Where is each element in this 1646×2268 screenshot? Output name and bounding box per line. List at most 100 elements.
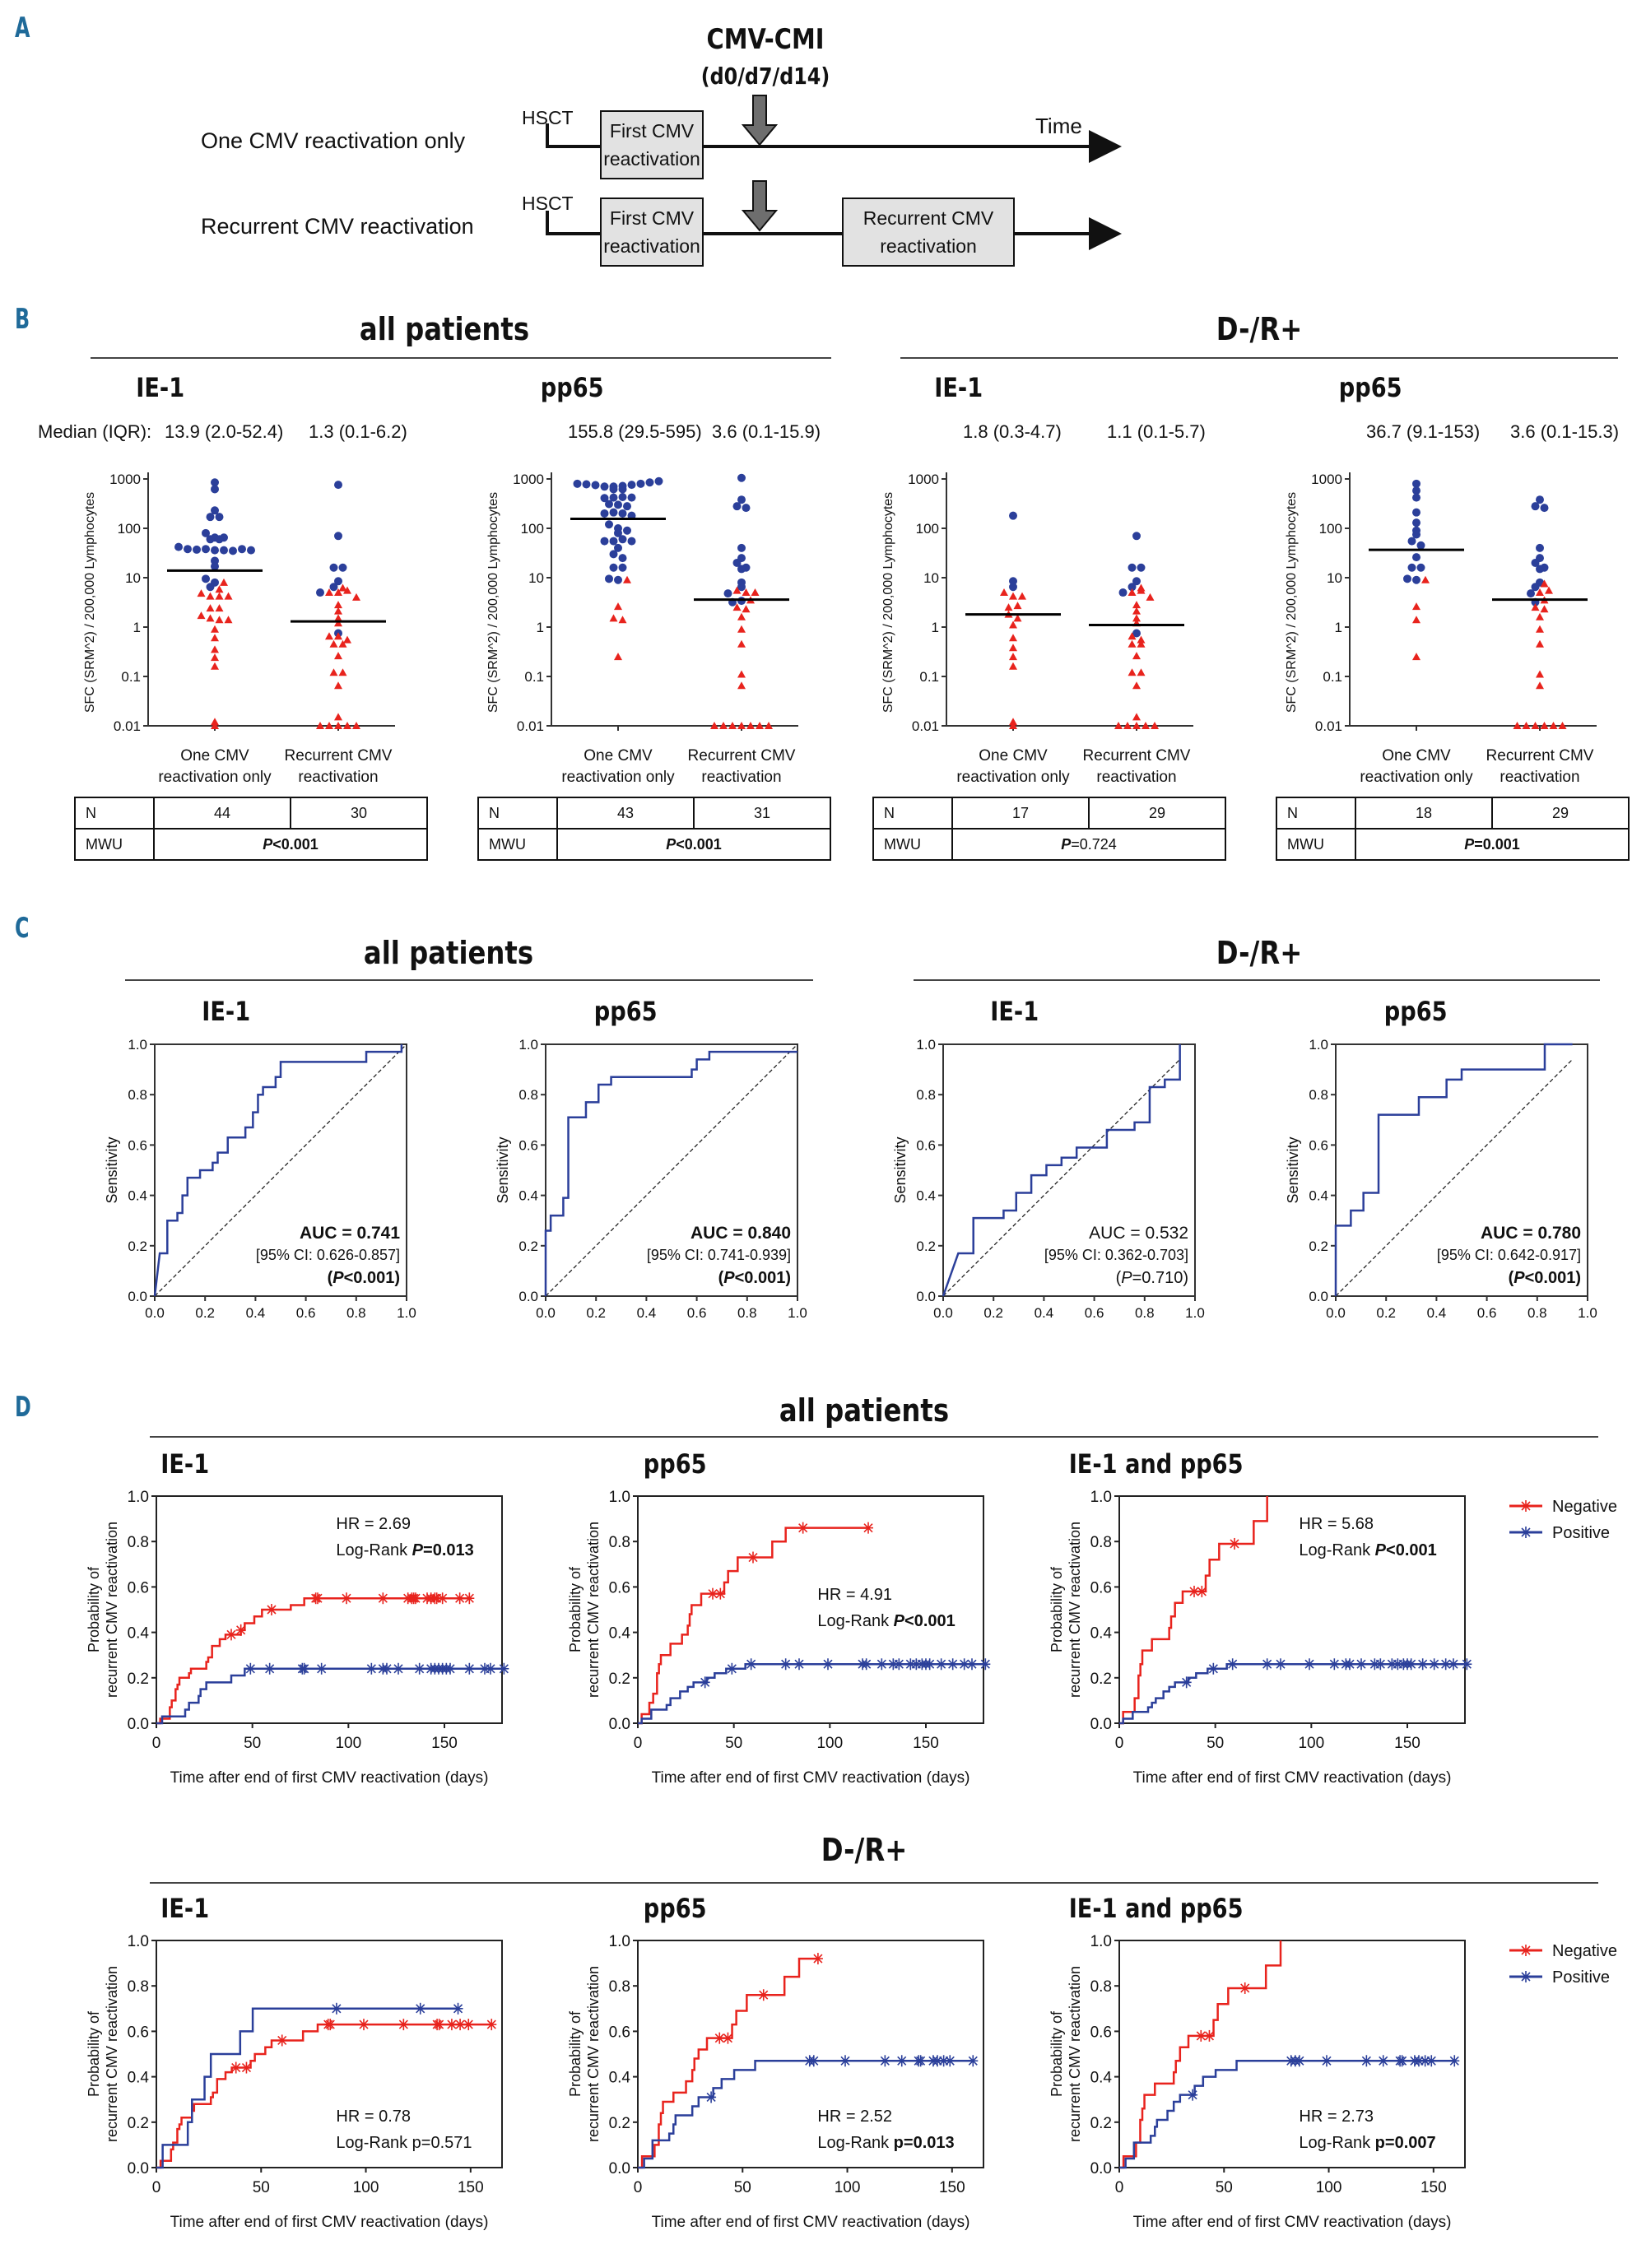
group-heading-c-dr: D-/R+ — [1216, 935, 1303, 971]
censor-mark — [1230, 1537, 1239, 1550]
data-point-negative — [334, 722, 342, 729]
group-heading-b-all: all patients — [359, 311, 530, 347]
y-tick-label: 0.6 — [609, 1579, 630, 1596]
x-tick-label: 100 — [816, 1735, 843, 1752]
censor-mark — [1375, 1658, 1386, 1671]
data-point-negative — [1009, 592, 1017, 600]
category-label: reactivation only — [956, 769, 1070, 786]
y-tick-label: 0.0 — [609, 2160, 630, 2177]
censor-mark — [437, 1592, 448, 1605]
data-point-positive — [623, 502, 631, 511]
censor-mark — [727, 1662, 737, 1675]
x-tick-label: 0.0 — [933, 1305, 953, 1321]
data-point-negative — [737, 670, 746, 678]
y-tick-label: 100 — [521, 521, 544, 537]
censor-mark — [748, 1551, 758, 1564]
x-tick-label: 150 — [913, 1735, 939, 1752]
censor-mark — [723, 2032, 733, 2044]
data-point-positive — [1412, 518, 1420, 527]
data-point-positive — [329, 583, 338, 592]
data-point-positive — [582, 480, 591, 489]
data-point-negative — [325, 588, 333, 597]
censor-mark — [366, 1662, 377, 1675]
data-point-negative — [1536, 612, 1544, 620]
y-tick-label: 1.0 — [1090, 1489, 1112, 1506]
data-point-positive — [609, 493, 618, 502]
x-tick-label: 1.0 — [788, 1305, 807, 1321]
y-tick-label: 0.01 — [1315, 718, 1342, 734]
data-point-positive — [211, 546, 219, 555]
y-axis-label: Probability of — [567, 1566, 584, 1652]
data-point-negative — [623, 575, 631, 583]
panel-label-c: C — [15, 912, 30, 945]
y-tick-label: 0.0 — [609, 1716, 630, 1733]
data-point-negative — [343, 586, 351, 594]
recurrent-reactivation-box — [842, 198, 1015, 267]
data-point-positive — [184, 545, 192, 554]
y-tick-label: 1 — [1335, 620, 1342, 635]
y-tick-label: 0.01 — [912, 718, 939, 734]
auc-p-value: (P<0.001) — [1509, 1269, 1581, 1287]
censor-mark — [359, 2019, 369, 2031]
auc-value: AUC = 0.840 — [690, 1224, 791, 1243]
data-point-negative — [1004, 603, 1013, 611]
dotplot-B2: 0.01 0.1 1 10 100 1000 SFC (SRM^2) / 200,000 L… — [486, 472, 798, 786]
censor-mark — [945, 2055, 956, 2067]
censor-mark — [241, 2061, 252, 2074]
data-point-negative — [352, 593, 360, 601]
y-tick-label: 1000 — [513, 472, 544, 487]
y-tick-label: 1.0 — [916, 1037, 936, 1053]
data-point-positive — [1128, 583, 1137, 592]
x-tick-label: 50 — [1207, 1735, 1224, 1752]
censor-mark — [1188, 2089, 1198, 2101]
time-label: Time — [1035, 114, 1082, 138]
censor-mark — [706, 2091, 717, 2103]
censor-mark — [445, 1662, 455, 1675]
data-point-positive — [202, 528, 210, 537]
censor-mark — [378, 1592, 388, 1605]
data-point-positive — [1132, 532, 1141, 541]
stats-cell: N — [477, 797, 558, 830]
censor-mark — [823, 1658, 833, 1671]
data-point-positive — [1531, 583, 1540, 592]
data-point-positive — [600, 482, 609, 491]
first-reactivation-box-1-text: First CMV reactivation — [601, 117, 703, 173]
data-point-negative — [1531, 603, 1540, 611]
auc-p-value: (P<0.001) — [718, 1269, 791, 1287]
data-point-positive — [1128, 563, 1137, 572]
data-point-positive — [1412, 479, 1420, 488]
censor-mark — [1426, 2055, 1437, 2067]
data-point-negative — [737, 612, 746, 620]
reference-diagonal — [942, 1058, 1181, 1297]
group-rule-b-all — [91, 357, 831, 359]
panel-a-title: CMV-CMI — [706, 23, 825, 56]
dotplot-title: IE-1 — [934, 372, 983, 403]
data-point-positive — [737, 473, 746, 482]
censor-mark — [1462, 1658, 1472, 1671]
timeline-diagram — [546, 95, 1122, 267]
censor-mark — [226, 1629, 236, 1641]
category-label: reactivation — [701, 769, 781, 786]
data-point-negative — [1114, 722, 1123, 729]
y-axis-label: Sensitivity — [495, 1136, 511, 1203]
data-point-positive — [605, 520, 613, 529]
data-point-negative — [1013, 602, 1022, 610]
censor-mark — [453, 2002, 463, 2015]
censor-mark — [398, 2019, 409, 2031]
y-tick-label: 0.2 — [518, 1239, 538, 1254]
box-line: First CMV — [609, 120, 695, 142]
auc-value: AUC = 0.780 — [1481, 1224, 1581, 1243]
data-point-negative — [609, 614, 618, 622]
data-point-negative — [338, 668, 347, 676]
data-point-positive — [247, 546, 255, 555]
legend-marker-positive — [1521, 1971, 1531, 1982]
data-point-negative — [334, 607, 342, 615]
x-tick-label: 0.8 — [1135, 1305, 1155, 1321]
stats-cell: MWU — [477, 828, 558, 861]
censor-mark — [415, 2002, 425, 2015]
data-point-positive — [334, 481, 342, 490]
x-tick-label: 0.8 — [346, 1305, 366, 1321]
x-tick-label: 0.8 — [1527, 1305, 1547, 1321]
median-group-2: 1.1 (0.1-5.7) — [1107, 421, 1206, 442]
stats-table: N 18 29 MWU P=0.001 — [1276, 797, 1630, 861]
